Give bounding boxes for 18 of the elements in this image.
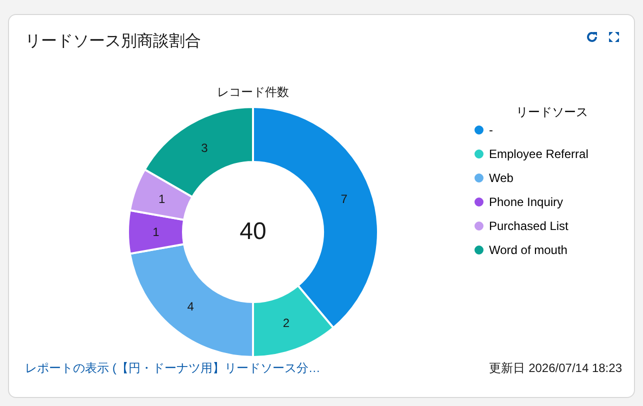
- legend-label: Phone Inquiry: [489, 195, 564, 209]
- legend-label: -: [489, 123, 493, 137]
- legend-label: Word of mouth: [489, 243, 568, 257]
- data-label: 3: [201, 140, 208, 155]
- legend-title: リードソース: [516, 105, 588, 119]
- data-label: 2: [282, 316, 290, 330]
- data-label: 7: [340, 192, 348, 206]
- chart-subtitle: レコード件数: [217, 85, 289, 99]
- chart-title: リードソース別商談割合: [25, 32, 201, 52]
- text: 40: [240, 218, 266, 245]
- data-label: 1: [152, 225, 160, 239]
- legend-label: Purchased List: [489, 219, 570, 233]
- legend-label: Employee Referral: [489, 147, 588, 161]
- data-label: 4: [187, 299, 194, 314]
- text: 更新日 2026/07/14 18:23: [489, 360, 622, 377]
- data-label: 1: [158, 192, 166, 206]
- text: レポートの表示 (【円・ドーナツ用】リードソース分…: [25, 360, 320, 377]
- legend-label: Web: [489, 171, 514, 185]
